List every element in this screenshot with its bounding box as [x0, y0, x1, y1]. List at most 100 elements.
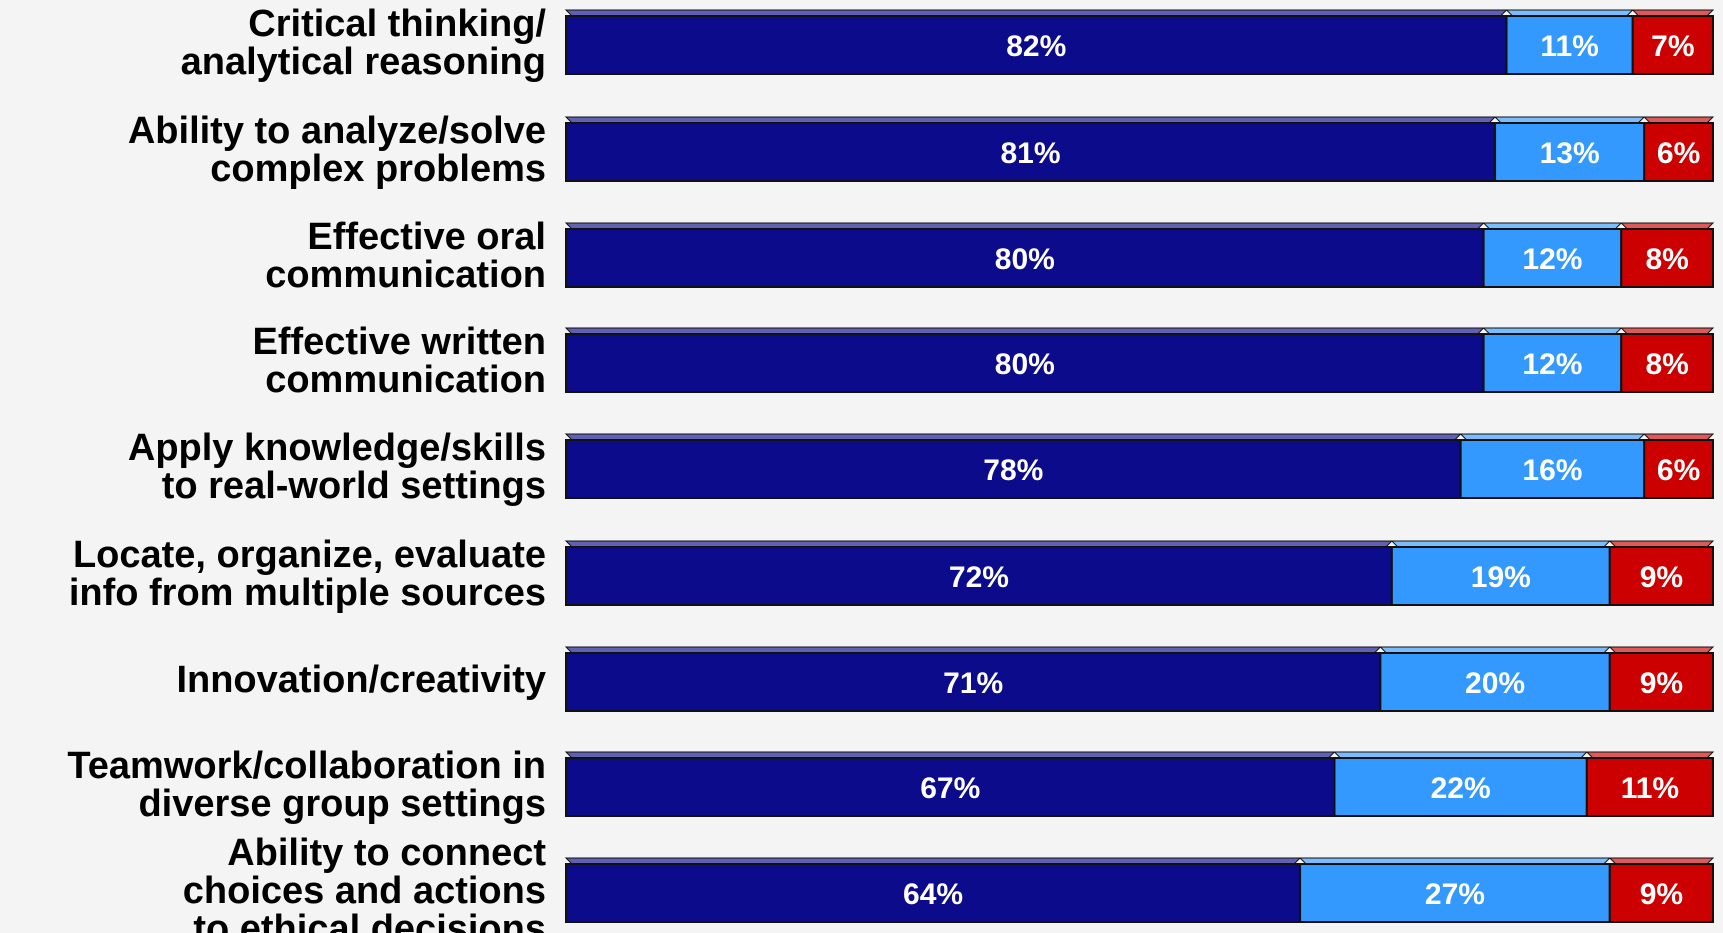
bar-segment — [565, 122, 1497, 182]
bar-segment-3: 11% — [1585, 751, 1715, 817]
value-label: 78% — [983, 454, 1043, 487]
category-label-line: diverse group settings — [138, 783, 546, 825]
bar-segment-2: 27% — [1298, 857, 1611, 923]
value-label: 11% — [1621, 772, 1679, 805]
bar-segment-2: 20% — [1379, 646, 1611, 712]
bar-segment — [1494, 122, 1646, 182]
value-label: 64% — [903, 878, 963, 911]
bar-segment-2: 19% — [1390, 540, 1611, 606]
bar-segment — [1390, 546, 1611, 606]
bars: 82% 11% 7% 81% 13% 6% 80% 12% 8% 80% 12% 8% 78% 16% 6%… — [564, 9, 1715, 923]
value-label: 71% — [943, 667, 1003, 700]
bar-segment — [1505, 15, 1634, 75]
bar-segment — [1620, 228, 1714, 288]
category-label: Ability to analyze/solve complex problems — [128, 110, 546, 190]
value-label: 81% — [1001, 137, 1061, 170]
bar-segment — [1482, 333, 1623, 393]
bar-segment-1: 82% — [564, 9, 1508, 75]
bar-segment-1: 64% — [564, 857, 1302, 923]
category-label-line: Ability to analyze/solve — [128, 110, 546, 152]
category-label-line: to real-world settings — [162, 465, 546, 507]
bar-segment — [1631, 15, 1714, 75]
bar-segment-3: 8% — [1620, 222, 1715, 288]
bar-segment — [1459, 439, 1646, 499]
category-label: Apply knowledge/skills to real-world sett… — [128, 427, 546, 507]
bar-segment-2: 12% — [1482, 222, 1623, 288]
value-label: 13% — [1540, 137, 1600, 170]
category-label-line: Critical thinking/ — [248, 3, 546, 45]
bar-segment-3: 9% — [1608, 540, 1715, 606]
category-label: Effective oral communication — [265, 216, 546, 296]
value-label: 72% — [949, 561, 1009, 594]
category-label-line: Teamwork/collaboration in — [67, 745, 546, 787]
bar-segment-1: 81% — [564, 116, 1497, 182]
bar-segment — [1585, 757, 1714, 817]
value-label: 8% — [1645, 243, 1688, 276]
value-label: 9% — [1640, 561, 1683, 594]
bar-segment — [565, 652, 1382, 712]
bar-segment-2: 16% — [1459, 433, 1646, 499]
value-label: 19% — [1471, 561, 1531, 594]
bar-segment-3: 8% — [1620, 327, 1715, 393]
bar-segment — [565, 439, 1462, 499]
value-label: 6% — [1657, 454, 1700, 487]
bar-segment-3: 9% — [1608, 857, 1715, 923]
category-label-line: Apply knowledge/skills — [128, 427, 546, 469]
value-label: 7% — [1651, 30, 1694, 63]
value-label: 12% — [1522, 243, 1582, 276]
bar-segment-1: 78% — [564, 433, 1462, 499]
value-label: 22% — [1431, 772, 1491, 805]
value-label: 82% — [1006, 30, 1066, 63]
category-label-line: Effective written — [252, 321, 546, 363]
bar-segment-3: 6% — [1642, 433, 1715, 499]
bar-segment-1: 72% — [564, 540, 1394, 606]
bar-segment — [1643, 439, 1715, 499]
category-label-line: Innovation/creativity — [176, 659, 546, 701]
bar-segment — [1608, 652, 1715, 712]
value-label: 11% — [1540, 30, 1598, 63]
value-label: 20% — [1465, 667, 1525, 700]
bar-segment-1: 71% — [564, 646, 1382, 712]
bar-segment-1: 80% — [564, 222, 1485, 288]
value-label: 27% — [1425, 878, 1485, 911]
value-label: 8% — [1645, 348, 1688, 381]
category-label-line: complex problems — [210, 148, 546, 190]
value-label: 80% — [995, 348, 1055, 381]
category-label: Teamwork/collaboration in diverse group s… — [67, 745, 546, 825]
bar-segment — [1379, 652, 1611, 712]
bar-segment — [565, 15, 1508, 75]
category-label-line: info from multiple sources — [69, 572, 546, 614]
category-label: Critical thinking/analytical reasoning — [181, 3, 547, 83]
bar-segment — [565, 228, 1485, 288]
value-label: 12% — [1522, 348, 1582, 381]
bar-segment — [565, 757, 1336, 817]
category-label: Ability to connect choices and actions to … — [183, 832, 547, 933]
bar-segment — [1299, 863, 1611, 923]
value-label: 80% — [995, 243, 1055, 276]
value-label: 9% — [1640, 878, 1683, 911]
bar-segment — [1620, 333, 1714, 393]
bar-segment — [1333, 757, 1588, 817]
bar-segment — [1608, 863, 1715, 923]
bar-segment-2: 12% — [1482, 327, 1623, 393]
bar-segment-3: 9% — [1608, 646, 1715, 712]
category-label-line: Effective oral — [307, 216, 546, 258]
category-label: Innovation/creativity — [176, 659, 546, 701]
bar-segment-2: 11% — [1505, 9, 1634, 75]
value-label: 9% — [1640, 667, 1683, 700]
category-label-line: communication — [265, 359, 546, 401]
bar-segment-2: 22% — [1333, 751, 1589, 817]
category-label: Locate, organize, evaluate info from mult… — [69, 534, 546, 614]
bar-segment — [1608, 546, 1715, 606]
category-labels: Critical thinking/analytical reasoning Ab… — [67, 3, 546, 933]
category-label-line: communication — [265, 254, 546, 296]
category-label-line: to ethical decisions — [193, 908, 546, 933]
bar-segment — [1643, 122, 1715, 182]
bar-segment-2: 13% — [1493, 116, 1646, 182]
value-label: 67% — [920, 772, 980, 805]
value-label: 6% — [1657, 137, 1700, 170]
category-label-line: analytical reasoning — [181, 41, 546, 83]
bar-segment-3: 7% — [1631, 9, 1715, 75]
category-label-line: Locate, organize, evaluate — [73, 534, 546, 576]
